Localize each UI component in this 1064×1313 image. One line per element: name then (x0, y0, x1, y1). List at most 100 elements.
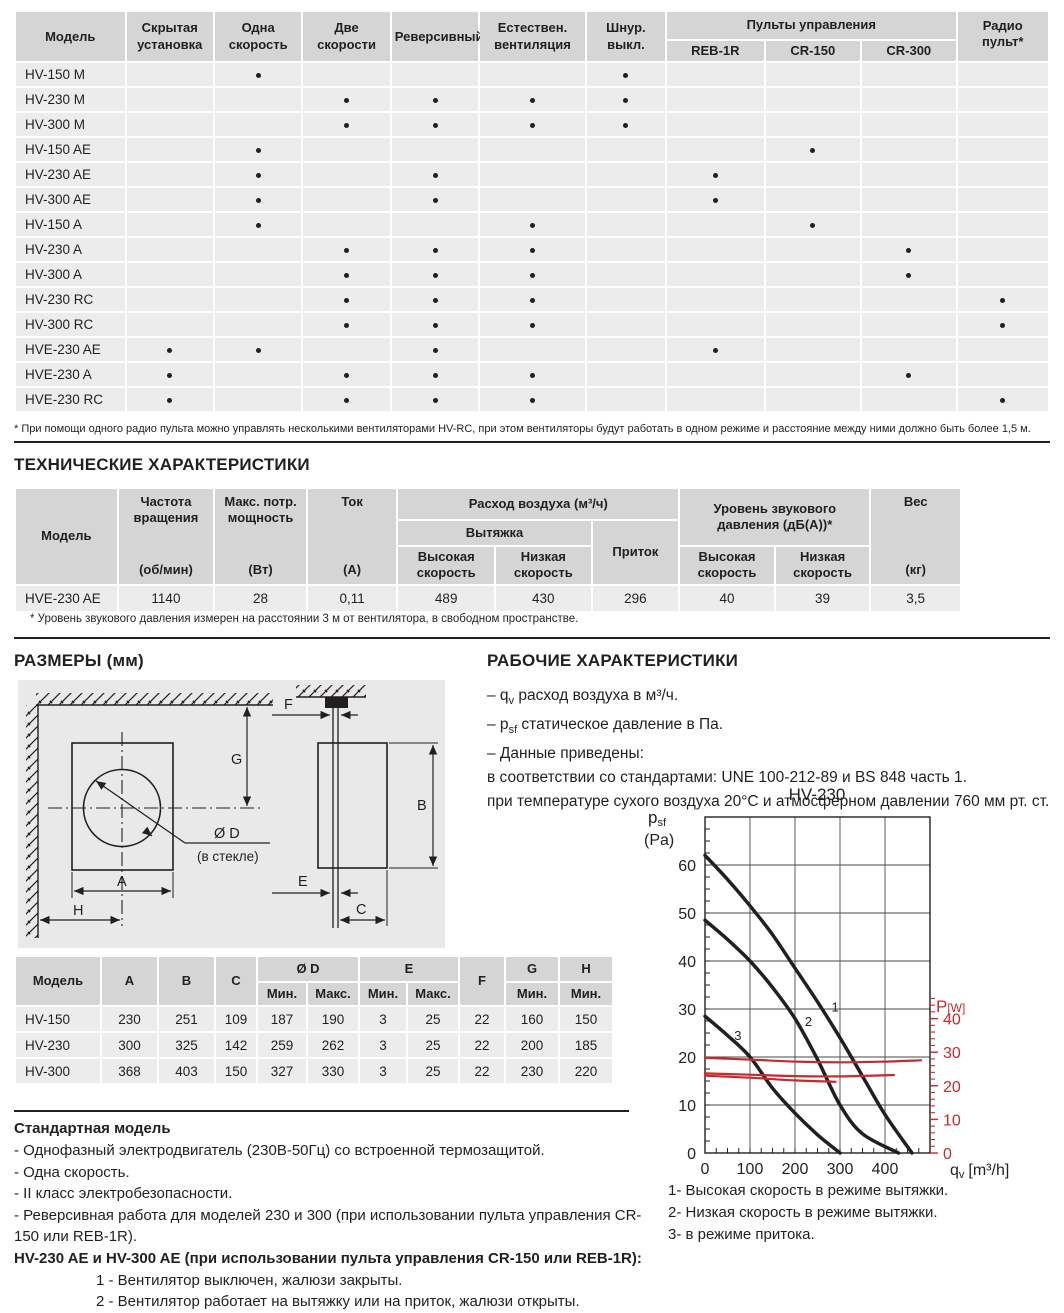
dims-header-F: F (460, 957, 505, 1005)
text-segment: при температуре сухого воздуха 20°C и ат… (487, 793, 1050, 811)
feature-cell (862, 338, 956, 362)
dims-header-G: G (506, 957, 559, 981)
text-segment: – q (487, 687, 509, 704)
noise-footnote: * Уровень звукового давления измерен на … (30, 613, 579, 625)
feature-dot-icon (432, 398, 438, 404)
standard-model-numbered: 1 - Вентилятор выключен, жалюзи закрыты. (96, 1271, 403, 1289)
dims-header-model: Модель (16, 957, 100, 1005)
feature-cell (765, 138, 861, 162)
table-row: HV-230 AE (16, 163, 1048, 187)
tech-header-frequency-name: Частота вращения (133, 494, 199, 526)
label-E: E (298, 874, 308, 890)
feature-cell (391, 338, 479, 362)
feature-cell (667, 363, 764, 387)
y-tick-label: 0 (687, 1146, 696, 1163)
col-header-one-speed: Одна скорость (214, 12, 302, 62)
feature-cell (391, 263, 479, 287)
text-subscript: sf (508, 724, 518, 737)
feature-cell (126, 363, 213, 387)
feature-cell (586, 338, 666, 362)
dimension-value-cell: 220 (560, 1059, 613, 1083)
dimensions-section-title: РАЗМЕРЫ (мм) (14, 651, 144, 670)
feature-cell (957, 288, 1048, 312)
feature-cell (765, 313, 861, 337)
feature-cell (214, 338, 302, 362)
feature-cell (303, 213, 390, 237)
dimensions-table: Модель A B C Ø D E F G H Мин. Макс. Мин.… (14, 955, 614, 1085)
standard-model-numbered: 2 - Вентилятор работает на вытяжку или н… (96, 1293, 580, 1310)
feature-dot-icon (344, 98, 350, 104)
feature-cell (957, 63, 1048, 87)
feature-cell (586, 388, 666, 412)
feature-cell (303, 88, 390, 112)
tech-value-cell: 3,5 (871, 585, 960, 611)
dimension-value-cell: 251 (159, 1007, 214, 1031)
feature-cell (667, 113, 764, 137)
tech-table-row: HVE-230 AE 1140 28 0,11 489 430 296 40 3… (16, 585, 960, 611)
feature-cell (391, 88, 479, 112)
feature-cell (126, 138, 213, 162)
feature-cell (667, 288, 764, 312)
tech-header-noise-group: Уровень звукового давления (дБ(А))* (680, 489, 870, 545)
dimension-value-cell: 109 (216, 1007, 256, 1031)
feature-cell (957, 313, 1048, 337)
feature-cell (586, 113, 666, 137)
tech-table: Модель Частота вращения (об/мин) Макс. п… (14, 487, 962, 613)
feature-cell (214, 188, 302, 212)
feature-cell (480, 188, 585, 212)
chart-legend: 1- Высокая скорость в режиме вытяжки. 2-… (668, 1180, 948, 1246)
feature-cell (126, 338, 213, 362)
feature-cell (126, 63, 213, 87)
feature-cell (862, 388, 956, 412)
dimension-value-cell: 3 (360, 1007, 406, 1031)
tech-header-exhaust-low: Низкая скорость (496, 547, 591, 584)
tech-value-cell: 39 (775, 585, 870, 611)
feature-dot-icon (432, 123, 438, 129)
feature-dot-icon (529, 373, 535, 379)
y-tick-label: 10 (678, 1098, 696, 1115)
feature-cell (957, 163, 1048, 187)
dims-header-C: C (216, 957, 256, 1005)
feature-cell (126, 163, 213, 187)
feature-cell (586, 163, 666, 187)
feature-cell (765, 263, 861, 287)
tech-value-cell: 40 (680, 585, 774, 611)
table-row: HV-230 RC (16, 288, 1048, 312)
dimension-value-cell: 3 (360, 1059, 406, 1083)
col-header-cord-switch: Шнур. выкл. (586, 12, 666, 62)
tech-header-weight-name: Вес (903, 494, 928, 509)
text-segment: статическое давление в Па. (517, 716, 724, 734)
table-row: HV-230 M (16, 88, 1048, 112)
feature-cell (391, 288, 479, 312)
text-segment: – Данные приведены: (487, 745, 644, 763)
y2-tick-label: 40 (943, 1012, 961, 1029)
model-cell: HV-150 AE (16, 138, 125, 162)
feature-dot-icon (255, 198, 261, 204)
feature-dot-icon (1000, 323, 1006, 329)
dims-header-G-min: Мин. (506, 983, 559, 1005)
dimension-value-cell: 22 (460, 1059, 505, 1083)
feature-cell (303, 163, 390, 187)
feature-dot-icon (529, 298, 535, 304)
label-B: B (417, 798, 427, 814)
ceiling-hatch-side (296, 685, 366, 697)
feature-cell (214, 163, 302, 187)
dims-header-E-max: Макс. (408, 983, 459, 1005)
feature-cell (391, 113, 479, 137)
feature-dot-icon (906, 248, 912, 254)
chart-grid (704, 816, 931, 1154)
col-header-remotes-group: Пульты управления (667, 12, 956, 39)
y2-tick-label: 0 (943, 1146, 952, 1163)
dimension-value-cell: 22 (460, 1033, 505, 1057)
feature-cell (586, 88, 666, 112)
chart-curves (703, 853, 923, 1155)
feature-cell (480, 338, 585, 362)
series-curve (703, 1014, 842, 1155)
feature-cell (391, 188, 479, 212)
col-header-hidden-install: Скрытая установка (126, 12, 213, 62)
feature-dot-icon (529, 248, 535, 254)
feature-dot-icon (255, 73, 261, 79)
feature-dot-icon (344, 373, 350, 379)
feature-cell (303, 338, 390, 362)
dims-header-H: H (560, 957, 613, 981)
